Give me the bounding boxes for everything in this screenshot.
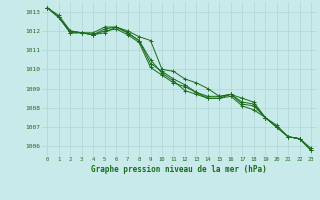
X-axis label: Graphe pression niveau de la mer (hPa): Graphe pression niveau de la mer (hPa) [91,165,267,174]
